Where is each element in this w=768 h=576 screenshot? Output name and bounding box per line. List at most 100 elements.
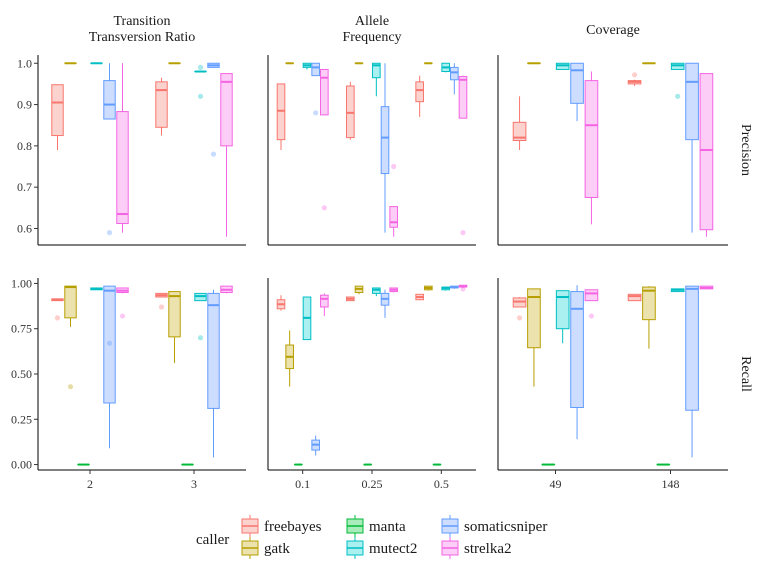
x-tick-label: 0.25 xyxy=(362,477,383,491)
box-body xyxy=(555,62,570,70)
box-strelka2 xyxy=(458,284,468,292)
y-tick-label: 1.00 xyxy=(11,276,32,290)
box-strelka2 xyxy=(220,285,233,294)
box-strelka2 xyxy=(584,289,599,319)
box-freebayes xyxy=(415,293,424,301)
box-somaticsniper xyxy=(207,62,220,157)
box-freebayes xyxy=(346,81,355,140)
box-strelka2 xyxy=(458,75,468,236)
box-mutect2 xyxy=(670,288,685,293)
box-body xyxy=(570,62,584,104)
box-somaticsniper xyxy=(311,435,320,456)
box-somaticsniper xyxy=(103,63,116,236)
legend-label-freebayes: freebayes xyxy=(264,519,322,535)
box-freebayes xyxy=(155,77,168,136)
row-strip-precision: Precision xyxy=(738,124,753,176)
box-strelka2 xyxy=(584,71,599,225)
x-tick-label: 3 xyxy=(191,477,197,491)
box-somaticsniper xyxy=(207,289,220,458)
outlier-point xyxy=(313,110,319,116)
box-mutect2 xyxy=(90,287,103,291)
box-body xyxy=(555,290,570,330)
legend-label-manta: manta xyxy=(369,519,406,535)
box-somaticsniper xyxy=(685,285,699,458)
legend-key-gatk xyxy=(241,537,259,559)
box-body xyxy=(670,62,685,70)
legend-key-somaticsniper xyxy=(441,515,459,537)
box-mutect2 xyxy=(441,62,450,73)
box-gatk xyxy=(354,285,364,295)
x-tick-label: 49 xyxy=(550,477,562,491)
box-somaticsniper xyxy=(103,285,116,449)
legend-title: caller xyxy=(196,532,229,548)
y-tick-label: 0.75 xyxy=(11,322,32,336)
outlier-point xyxy=(631,72,638,78)
panel-1-2: 49 148 xyxy=(497,278,728,491)
outlier-point xyxy=(516,315,523,321)
box-body xyxy=(642,286,656,321)
box-mutect2 xyxy=(555,290,570,344)
box-somaticsniper xyxy=(380,289,390,318)
box-freebayes xyxy=(627,293,642,302)
legend-label-gatk: gatk xyxy=(264,541,290,557)
outlier-point xyxy=(675,93,681,99)
outlier-point xyxy=(210,151,217,157)
box-strelka2 xyxy=(320,293,329,317)
x-tick-label: 2 xyxy=(87,477,93,491)
box-gatk xyxy=(424,285,433,291)
box-gatk xyxy=(285,330,294,387)
box-body xyxy=(685,285,699,411)
outlier-point xyxy=(197,93,204,99)
box-body xyxy=(346,85,355,139)
outlier-point xyxy=(158,304,165,310)
box-body xyxy=(51,84,64,137)
legend-key-freebayes xyxy=(241,515,259,537)
box-body xyxy=(168,291,181,338)
box-strelka2 xyxy=(320,68,329,211)
box-body xyxy=(450,66,459,81)
box-strelka2 xyxy=(220,73,233,237)
panel-1-0: 0.00 0.25 0.50 0.75 1.00 2 3 xyxy=(11,276,246,491)
box-mutect2 xyxy=(372,62,381,97)
box-body xyxy=(311,62,320,77)
box-somaticsniper xyxy=(380,63,390,233)
y-tick-label: 0.7 xyxy=(17,180,32,194)
box-somaticsniper xyxy=(450,285,459,289)
box-somaticsniper xyxy=(570,62,584,122)
box-body xyxy=(627,293,642,302)
box-freebayes xyxy=(51,84,64,150)
box-body xyxy=(276,83,286,141)
box-mutect2 xyxy=(555,62,570,70)
box-strelka2 xyxy=(389,287,398,293)
box-body xyxy=(320,294,329,308)
outlier-point xyxy=(321,205,327,211)
box-freebayes xyxy=(512,96,527,150)
box-freebayes xyxy=(627,72,642,86)
box-body xyxy=(116,111,129,225)
box-freebayes xyxy=(346,296,355,302)
box-mutect2 xyxy=(194,292,207,341)
box-body xyxy=(458,75,468,119)
row-strip-recall: Recall xyxy=(738,356,753,392)
panel-0-0: 0.6 0.7 0.8 0.9 1.0 xyxy=(17,55,246,246)
facet-title-2-line-0: Coverage xyxy=(586,23,640,38)
box-body xyxy=(103,285,116,404)
box-body xyxy=(570,291,584,409)
y-tick-label: 0.00 xyxy=(11,458,32,472)
facet-title-0-line-0: Transition xyxy=(113,14,170,29)
box-body xyxy=(320,68,329,116)
outlier-point xyxy=(197,64,204,70)
outlier-point xyxy=(106,340,113,346)
box-freebayes xyxy=(51,298,64,321)
box-somaticsniper xyxy=(685,62,699,233)
box-body xyxy=(415,81,424,103)
box-gatk xyxy=(64,285,77,390)
box-body xyxy=(527,288,541,349)
box-body xyxy=(584,289,599,302)
outlier-point xyxy=(391,163,397,170)
box-mutect2 xyxy=(372,287,381,297)
outlier-point xyxy=(119,313,126,319)
x-tick-label: 0.1 xyxy=(295,477,310,491)
box-gatk xyxy=(168,291,181,364)
box-mutect2 xyxy=(302,296,312,341)
